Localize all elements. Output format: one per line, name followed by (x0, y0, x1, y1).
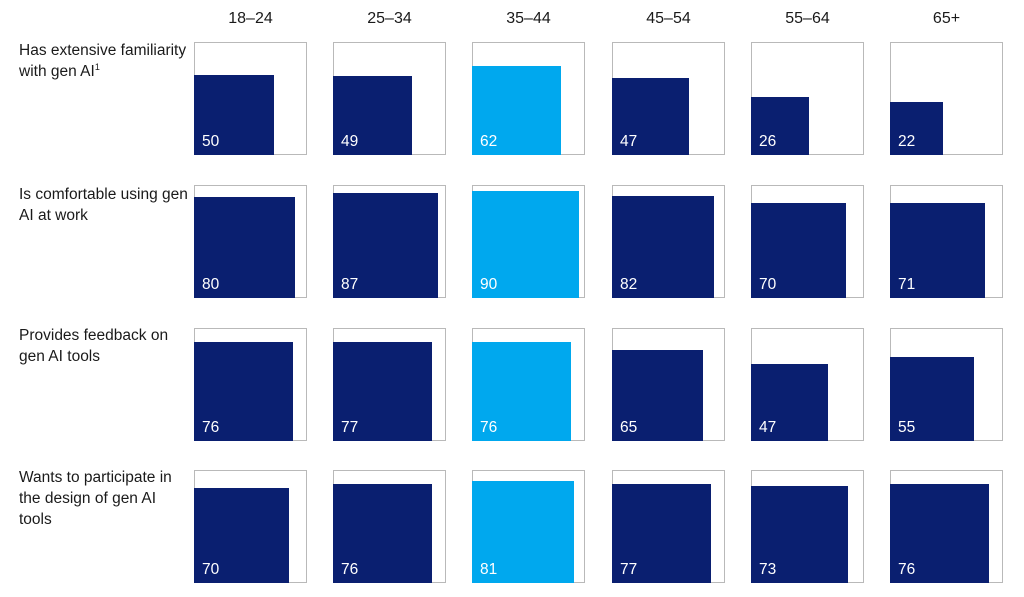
data-label: 62 (480, 133, 498, 150)
data-bar (751, 97, 809, 155)
data-bar (751, 486, 848, 583)
data-label: 26 (759, 133, 777, 150)
data-bar (333, 75, 413, 155)
data-bar (751, 203, 846, 298)
row-label-comfortable: Is comfortable using gen AI at work (19, 186, 188, 224)
data-label: 90 (480, 276, 498, 293)
data-label: 47 (759, 419, 777, 436)
data-label: 82 (620, 276, 638, 293)
data-bar (194, 75, 274, 155)
column-label: 25–34 (367, 10, 412, 27)
data-bar (194, 342, 293, 441)
data-bar (472, 190, 580, 298)
column-label: 35–44 (506, 10, 551, 27)
data-label: 80 (202, 276, 220, 293)
data-label: 77 (620, 561, 638, 578)
data-label: 77 (341, 419, 359, 436)
column-label: 65+ (932, 10, 961, 27)
data-bar (612, 349, 704, 441)
data-label: 73 (759, 561, 777, 578)
data-label: 70 (759, 276, 777, 293)
data-label: 70 (202, 561, 220, 578)
data-label: 47 (620, 133, 638, 150)
row-label-design: Wants to participate in the design of ge… (19, 469, 172, 528)
data-bar (194, 488, 289, 583)
data-bar (333, 341, 433, 441)
footnote-marker: 1 (94, 61, 100, 72)
data-bar (612, 483, 712, 583)
data-label: 81 (480, 561, 498, 578)
data-bar (612, 195, 715, 298)
data-bar (890, 484, 989, 583)
row-label-feedback: Provides feedback on gen AI tools (19, 327, 169, 365)
data-label: 87 (341, 276, 359, 293)
column-label: 45–54 (646, 10, 691, 27)
column-label: 55–64 (785, 10, 830, 27)
data-label: 55 (898, 419, 916, 436)
row-label-familiarity-text: Has extensive familiarity with gen AI (19, 42, 187, 80)
column-label: 18–24 (228, 10, 273, 27)
data-bar (890, 357, 974, 441)
data-bar (751, 363, 829, 441)
data-label: 76 (480, 419, 498, 436)
data-bar (890, 101, 943, 155)
data-label: 76 (202, 419, 220, 436)
row-label-familiarity: Has extensive familiarity with gen AI1 (19, 40, 189, 82)
data-label: 71 (898, 276, 916, 293)
data-label: 49 (341, 133, 359, 150)
data-label: 65 (620, 419, 638, 436)
data-label: 50 (202, 133, 220, 150)
data-bar (472, 342, 571, 441)
data-bar (333, 484, 432, 583)
data-label: 76 (898, 561, 916, 578)
data-bar (890, 202, 986, 298)
data-bar (472, 66, 561, 155)
data-bar (472, 481, 574, 583)
data-label: 76 (341, 561, 359, 578)
data-bar (194, 196, 296, 298)
data-bar (333, 192, 439, 298)
data-bar (612, 77, 690, 155)
data-label: 22 (898, 133, 916, 150)
